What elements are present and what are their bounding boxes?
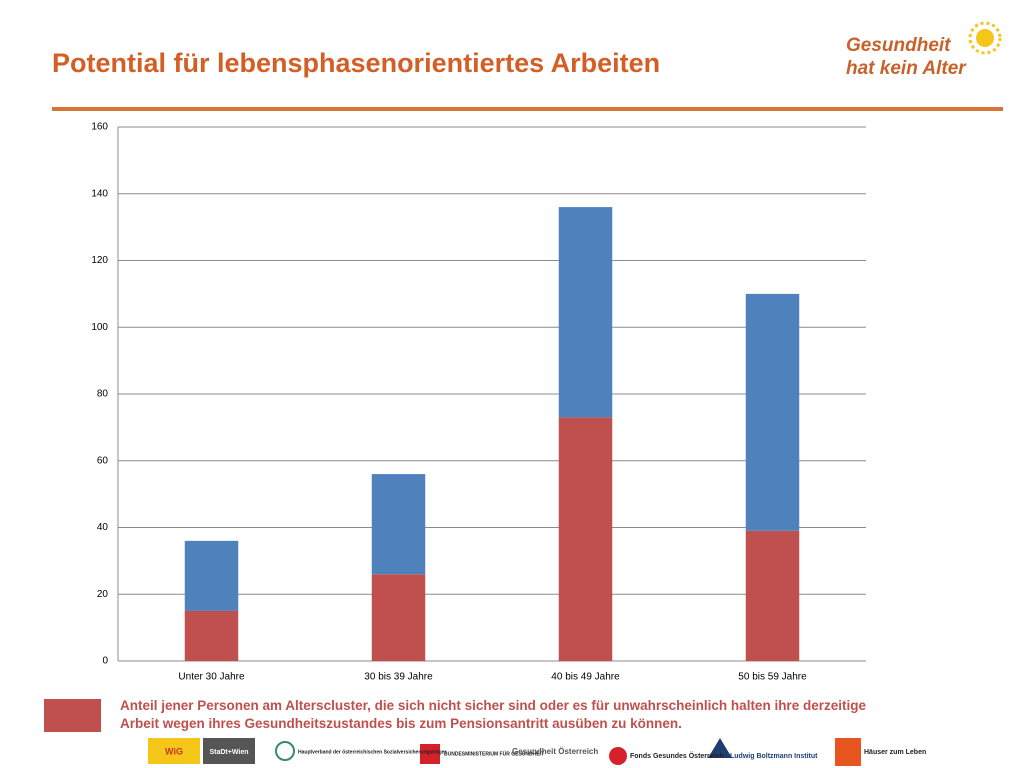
footer-logo-text: Fonds Gesundes Österreich <box>630 751 724 760</box>
x-tick-label: 40 bis 49 Jahre <box>551 672 620 683</box>
footer-logo-text: Gesundheit Österreich <box>512 747 598 756</box>
footer-logo-text: BUNDESMINISTERIUM FÜR GESUNDHEIT <box>444 750 544 757</box>
y-tick-label: 120 <box>91 255 108 266</box>
y-tick-label: 20 <box>97 589 109 600</box>
x-tick-label: Unter 30 Jahre <box>178 672 245 683</box>
legend-label: Anteil jener Personen am Alterscluster, … <box>120 698 866 731</box>
bar-segment <box>371 474 426 575</box>
logo-line: Gesundheit <box>846 35 951 56</box>
footer-logo-text: StaDt+Wien <box>209 749 248 756</box>
title-rule <box>52 107 1003 111</box>
bar-segment <box>558 207 613 418</box>
legend-swatch <box>44 699 101 732</box>
y-tick-label: 60 <box>97 455 109 466</box>
logo-sun <box>968 21 1002 55</box>
x-tick-label: 30 bis 39 Jahre <box>364 672 433 683</box>
y-tick-label: 160 <box>91 122 108 133</box>
slide-title: Potential für lebensphasenorientiertes A… <box>52 48 660 78</box>
y-tick-label: 40 <box>97 522 109 533</box>
bar-segment <box>745 530 800 661</box>
bar-segment <box>558 417 613 661</box>
footer-logo-text: Häuser zum Leben <box>864 749 926 756</box>
y-tick-label: 100 <box>91 322 108 333</box>
footer-logo-text: Hauptverband der österreichischen Sozial… <box>298 749 446 755</box>
bar-segment <box>184 540 239 611</box>
bar-segment <box>184 610 239 661</box>
footer-logos: WiG StaDt+Wien Hauptverband der österreich… <box>148 738 926 766</box>
y-tick-label: 0 <box>102 656 108 667</box>
y-tick-label: 140 <box>91 188 108 199</box>
footer-logo-text: Ludwig Boltzmann Institut <box>730 753 818 760</box>
x-tick-label: 50 bis 59 Jahre <box>738 672 807 683</box>
footer-logo-text: WiG <box>165 746 183 756</box>
bar-segment <box>371 574 426 661</box>
logo-line: hat kein Alter <box>846 58 967 79</box>
bar-segment <box>745 293 800 531</box>
y-tick-label: 80 <box>97 389 109 400</box>
